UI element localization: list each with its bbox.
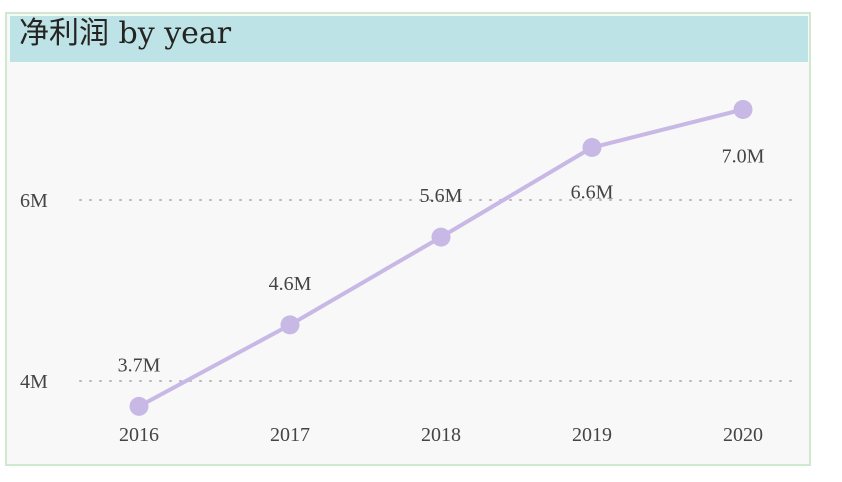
gridlines (79, 199, 793, 382)
y-tick-label: 4M (20, 371, 48, 393)
title-bar (10, 16, 808, 62)
x-tick-label: 2020 (723, 424, 763, 446)
data-point[interactable] (733, 100, 753, 119)
x-axis: 2016 2017 2018 2019 2020 (119, 424, 763, 446)
data-label: 7.0M (722, 146, 765, 168)
data-label: 5.6M (420, 185, 463, 207)
data-point[interactable] (129, 396, 149, 416)
y-axis: 4M 6M (20, 190, 48, 393)
data-label: 3.7M (118, 354, 161, 376)
y-tick-label: 6M (20, 190, 48, 212)
series-line-path (137, 107, 745, 409)
x-tick-label: 2019 (572, 424, 612, 446)
data-label: 6.6M (571, 182, 614, 204)
data-points (129, 100, 753, 416)
chart-card (5, 12, 811, 466)
data-labels: 3.7M 4.6M 5.6M 6.6M 7.0M (118, 146, 765, 377)
x-tick-label: 2018 (421, 424, 461, 446)
data-point[interactable] (280, 315, 300, 335)
data-label: 4.6M (269, 273, 312, 295)
chart-title: 净利润 by year (19, 16, 232, 51)
x-tick-label: 2017 (270, 424, 310, 446)
data-point[interactable] (582, 138, 602, 158)
series-line (137, 107, 745, 409)
x-tick-label: 2016 (119, 424, 159, 446)
data-point[interactable] (431, 227, 451, 247)
